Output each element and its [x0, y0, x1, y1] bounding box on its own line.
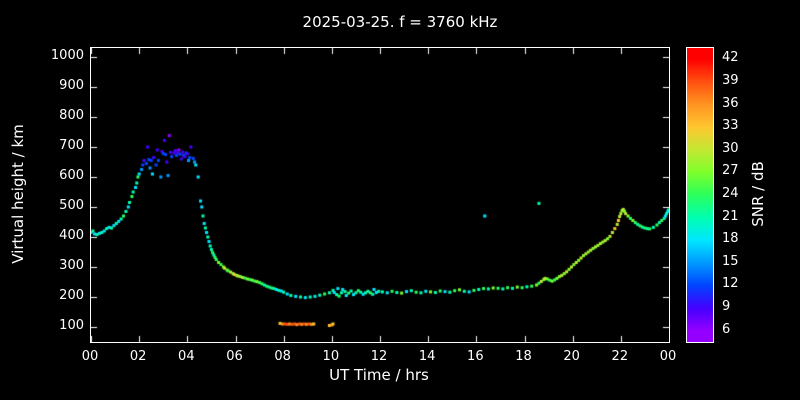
x-tick-label: 08: [274, 349, 291, 364]
colorbar-tick-label: 9: [722, 299, 731, 315]
x-tick-label: 00: [81, 349, 99, 364]
x-tick-label: 00: [659, 349, 677, 364]
plot-area: [90, 47, 670, 343]
x-axis-label: UT Time / hrs: [329, 366, 429, 384]
scatter-canvas: [91, 48, 669, 342]
colorbar-tick-label: 42: [722, 50, 739, 66]
colorbar-tick-label: 6: [722, 321, 731, 337]
x-tick-label: 20: [563, 349, 580, 364]
colorbar-tick-label: 12: [722, 276, 739, 292]
y-tick-label: 200: [59, 288, 84, 303]
y-tick-label: 600: [59, 168, 84, 183]
x-tick-label: 02: [129, 349, 147, 364]
colorbar-tick-label: 33: [722, 118, 739, 134]
colorbar-gradient: [686, 47, 714, 343]
y-tick-label: 1000: [50, 48, 84, 63]
x-tick-label: 22: [611, 349, 629, 364]
colorbar-tick-label: 39: [722, 72, 739, 88]
colorbar-tick-label: 30: [722, 140, 739, 156]
y-tick-label: 800: [59, 108, 84, 123]
colorbar-tick-label: 27: [722, 163, 739, 179]
x-tick-label: 14: [418, 349, 436, 364]
y-tick-label: 400: [59, 228, 84, 243]
y-tick-label: 900: [59, 78, 84, 93]
x-tick-label: 06: [226, 349, 243, 364]
chart-title: 2025-03-25. f = 3760 kHz: [302, 13, 498, 31]
colorbar-tick-label: 21: [722, 208, 739, 224]
colorbar-tick-label: 24: [722, 186, 739, 201]
y-tick-label: 100: [59, 318, 84, 333]
x-tick-label: 12: [370, 349, 388, 364]
x-tick-label: 04: [178, 349, 195, 364]
y-axis-label: Virtual height / km: [9, 124, 27, 264]
y-tick-label: 700: [59, 138, 84, 153]
colorbar-tick-label: 36: [722, 95, 739, 111]
colorbar-tick-label: 15: [722, 253, 739, 269]
x-tick-label: 16: [467, 349, 484, 364]
colorbar-tick-label: 18: [722, 231, 739, 247]
x-tick-label: 10: [322, 349, 340, 364]
y-tick-label: 500: [59, 198, 84, 213]
x-tick-label: 18: [515, 349, 532, 364]
y-tick-label: 300: [59, 258, 84, 273]
